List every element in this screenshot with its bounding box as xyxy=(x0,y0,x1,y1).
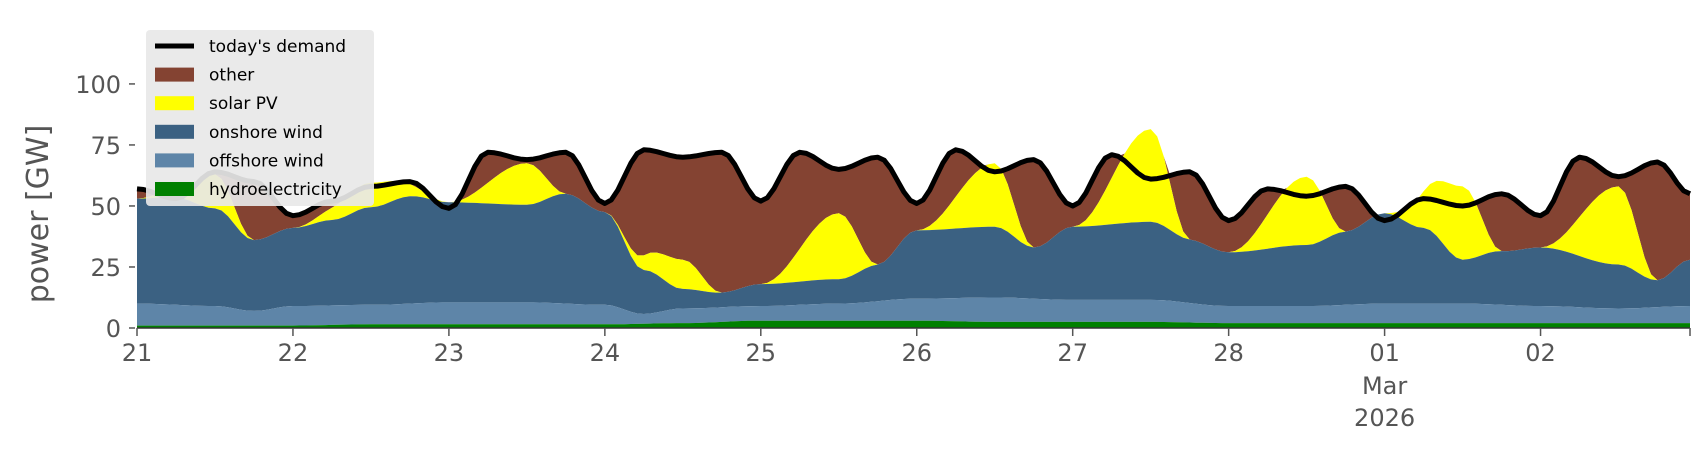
legend-swatch xyxy=(155,153,194,168)
legend-label: solar PV xyxy=(209,94,278,114)
legend-box xyxy=(146,30,374,206)
legend-swatch xyxy=(155,67,194,82)
demand-line xyxy=(136,147,1692,224)
y-axis-label: power [GW] xyxy=(21,125,56,304)
x-tick-label: 28 xyxy=(1213,339,1244,367)
y-tick-label: 0 xyxy=(106,315,121,343)
stacked-areas xyxy=(137,129,1690,328)
y-tick-label: 50 xyxy=(90,193,121,221)
legend-swatch xyxy=(155,182,194,196)
x-tick-sublabel: 2026 xyxy=(1354,404,1415,432)
area-other xyxy=(137,129,1690,293)
axes: 0 25 50 75 100 21 22 23 24 25 26 27 28 01 Mar 2026 02 pow… xyxy=(21,71,1691,432)
area-offshore-wind xyxy=(137,297,1690,326)
legend: today's demand other solar PV onshore wind o… xyxy=(146,30,374,206)
x-tick-label: 01 xyxy=(1369,339,1400,367)
y-tick-label: 25 xyxy=(90,254,121,282)
legend-label: hydroelectricity xyxy=(209,180,342,200)
x-tick-label: 24 xyxy=(590,339,621,367)
x-tick-label: 22 xyxy=(278,339,309,367)
x-tick-sublabel: Mar xyxy=(1362,372,1407,400)
legend-label: offshore wind xyxy=(209,151,324,171)
y-tick-label: 75 xyxy=(90,132,121,160)
legend-label: today's demand xyxy=(209,37,346,57)
legend-label: onshore wind xyxy=(209,123,323,143)
x-tick-label: 23 xyxy=(434,339,465,367)
legend-swatch xyxy=(155,124,194,139)
x-tick-label: 25 xyxy=(746,339,777,367)
x-tick-label: 21 xyxy=(122,339,153,367)
demand-line-group xyxy=(136,147,1692,224)
area-solar-pv xyxy=(137,129,1690,293)
legend-swatch xyxy=(155,96,194,111)
x-tick-label: 02 xyxy=(1525,339,1556,367)
x-tick-label: 27 xyxy=(1057,339,1088,367)
area-onshore-wind xyxy=(137,193,1690,314)
area-hydroelectricity xyxy=(137,320,1690,328)
y-tick-label: 100 xyxy=(75,71,121,99)
legend-label: other xyxy=(209,66,254,86)
x-tick-label: 26 xyxy=(901,339,932,367)
